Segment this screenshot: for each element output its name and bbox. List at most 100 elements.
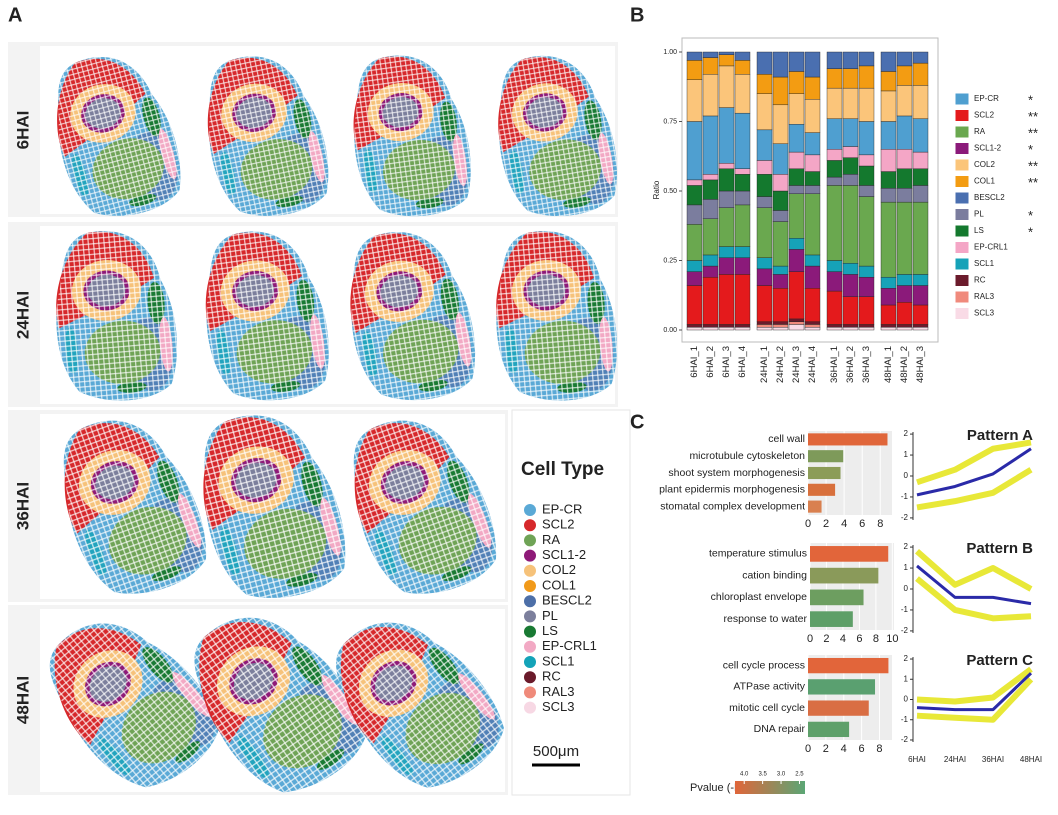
legend-swatch <box>954 175 970 188</box>
bar-segment <box>772 174 789 192</box>
bar-segment <box>804 254 821 267</box>
legend-label: LS <box>542 623 558 638</box>
legend-swatch <box>524 519 536 532</box>
x-tick-label: 24HAI <box>944 755 966 764</box>
y-tick-label: 0.50 <box>663 188 677 195</box>
tissue-texture <box>56 231 178 401</box>
bar-segment <box>772 104 789 144</box>
legend-swatch <box>954 142 970 155</box>
bar-segment <box>842 296 859 325</box>
y-tick-label: 0 <box>904 695 909 704</box>
bar-segment <box>826 260 843 272</box>
bar-segment <box>718 246 735 258</box>
bar <box>808 483 836 496</box>
category-label: DNA repair <box>754 723 806 735</box>
tissue-section <box>56 231 178 401</box>
bar-segment <box>772 288 789 322</box>
bar-segment <box>788 193 805 239</box>
legend-label: COL2 <box>974 160 995 169</box>
legend-label: PL <box>542 608 558 623</box>
significance: * <box>1028 224 1033 239</box>
x-tick-label: 4 <box>841 743 847 755</box>
bar-segment <box>772 190 789 211</box>
bar-segment <box>686 327 703 331</box>
bar-segment <box>858 276 875 297</box>
y-tick-label: 1 <box>904 563 909 572</box>
chart-title: Pattern C <box>966 652 1033 669</box>
row-label: 36HAI <box>13 482 32 530</box>
bar-segment <box>912 324 929 328</box>
bar-segment <box>772 143 789 175</box>
tissue-texture <box>353 420 497 594</box>
legend-label: EP-CRL1 <box>974 243 1008 252</box>
bar-segment <box>826 185 843 261</box>
x-tick-label: 10 <box>886 633 898 645</box>
bar-segment <box>686 60 703 80</box>
bar-segment <box>702 179 719 200</box>
category-label: mitotic cell cycle <box>729 702 805 714</box>
legend-label: PL <box>974 210 984 219</box>
bar-segment <box>896 168 913 189</box>
x-tick-label: 6HAI_2 <box>705 346 716 378</box>
bar-segment <box>718 257 735 275</box>
bar-segment <box>788 93 805 125</box>
colorbar-tick-label: 3.0 <box>777 772 786 778</box>
colorbar-title: Pvalue (-Lg) <box>690 782 750 794</box>
legend-label: COL1 <box>542 577 576 592</box>
bar-segment <box>772 274 789 289</box>
bar-segment <box>912 274 929 286</box>
bar-segment <box>772 327 789 331</box>
bar-segment <box>702 51 719 58</box>
bar-segment <box>756 321 773 325</box>
tissue-section <box>63 420 207 594</box>
y-tick-label: -2 <box>901 513 909 522</box>
y-tick-label: -1 <box>901 492 909 501</box>
bar-segment <box>858 185 875 197</box>
significance: ** <box>1028 109 1038 124</box>
legend-swatch <box>524 534 536 547</box>
bar-segment <box>896 115 913 150</box>
series-line <box>916 672 1033 712</box>
bar-segment <box>912 285 929 306</box>
category-label: stomatal complex development <box>660 500 805 512</box>
x-tick-label: 2 <box>823 743 829 755</box>
legend-swatch <box>524 549 536 562</box>
tissue-section <box>496 231 618 401</box>
x-tick-label: 36HAI <box>982 755 1004 764</box>
x-tick-label: 6HAI <box>908 755 926 764</box>
bar-segment <box>756 285 773 322</box>
significance: ** <box>1028 125 1038 140</box>
category-label: cell wall <box>768 433 805 445</box>
row-label: 6HAI <box>13 111 32 150</box>
bar <box>808 500 822 513</box>
bar-segment <box>826 160 843 178</box>
tissue-section <box>498 55 617 217</box>
bar-segment <box>804 76 821 100</box>
bar-segment <box>734 324 751 328</box>
legend-label: RAL3 <box>974 292 995 301</box>
bar-segment <box>880 188 897 203</box>
category-label: plant epidermis morphogenesis <box>659 484 805 496</box>
bar-segment <box>702 254 719 267</box>
legend-swatch <box>524 640 536 653</box>
legend-swatch <box>524 595 536 608</box>
bar <box>808 700 869 716</box>
x-tick-label: 0 <box>805 518 811 530</box>
bar-segment <box>842 146 859 158</box>
series-line <box>916 447 1032 497</box>
bar-segment <box>912 304 929 325</box>
bar-segment <box>772 324 789 328</box>
legend-swatch <box>524 580 536 592</box>
bar-segment <box>880 121 897 150</box>
y-tick-label: 0.25 <box>663 257 677 264</box>
y-tick-label: 1 <box>904 674 909 683</box>
bar-segment <box>756 268 773 286</box>
bar-segment <box>788 71 805 94</box>
y-tick-label: 1 <box>904 450 909 459</box>
bar-segment <box>686 324 703 328</box>
legend-label: SCL1 <box>542 653 575 668</box>
tissue-texture <box>354 55 471 217</box>
bar-segment <box>686 260 703 272</box>
tissue-texture <box>499 55 617 217</box>
